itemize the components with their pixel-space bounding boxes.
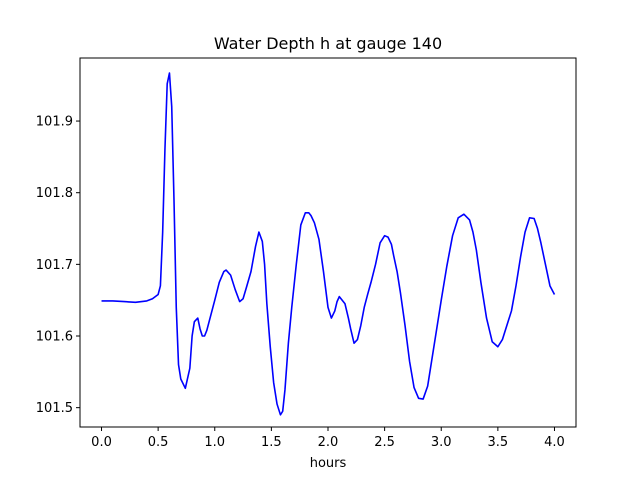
axes-frame: [79, 57, 577, 428]
y-tick-label: 101.7: [36, 258, 73, 273]
x-tick-label: 3.5: [488, 435, 509, 450]
y-tick-label: 101.9: [36, 115, 73, 130]
y-axis-ticks: 101.5 101.6 101.7 101.8 101.9: [36, 115, 80, 416]
plot-area: [101, 72, 556, 416]
x-tick-label: 2.0: [318, 435, 339, 450]
x-tick-label: 0.5: [148, 435, 169, 450]
y-tick-label: 101.5: [36, 401, 73, 416]
chart-title: Water Depth h at gauge 140: [214, 34, 442, 53]
series-line-0: [101, 72, 556, 416]
y-tick-label: 101.8: [36, 186, 73, 201]
x-axis-label: hours: [310, 456, 347, 471]
x-axis-ticks: 0.0 0.5 1.0 1.5 2.0 2.5 3.0 3.5 4.0: [91, 427, 565, 450]
x-tick-label: 2.5: [374, 435, 395, 450]
x-tick-label: 4.0: [544, 435, 565, 450]
x-tick-label: 0.0: [91, 435, 112, 450]
x-tick-label: 1.5: [261, 435, 282, 450]
y-tick-label: 101.6: [36, 330, 73, 345]
x-tick-label: 1.0: [204, 435, 225, 450]
x-tick-label: 3.0: [431, 435, 452, 450]
